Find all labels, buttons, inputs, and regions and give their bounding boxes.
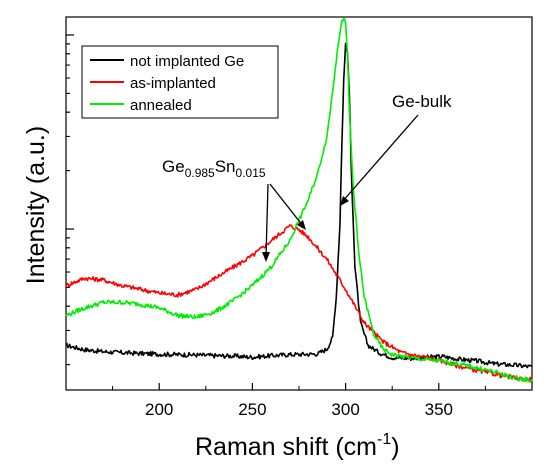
series-layer [65,17,533,383]
annotation-gesn-arrow-1 [265,183,269,258]
x-tick-label: 200 [145,400,173,419]
legend-label-as-implanted: as-implanted [130,75,216,92]
annotation-gesn-arrowhead-1 [262,252,270,262]
annotation-gesn-arrowhead-2 [297,220,306,230]
x-tick-labels: 200 250 300 350 [145,400,453,419]
x-tick-label: 300 [331,400,359,419]
annotation-gesn: Ge0.985Sn0.015 [162,157,266,180]
x-axis-label: Raman shift (cm-1) [195,431,400,461]
legend: not implanted Ge as-implanted annealed [81,45,279,119]
axis-ticks [66,34,486,390]
annotation-ge-bulk: Ge-bulk [392,92,452,111]
legend-label-annealed: annealed [130,97,192,114]
y-axis-label: Intensity (a.u.) [22,126,50,284]
series-line-annealed [65,17,533,383]
annotation-ge-bulk-arrow [341,114,419,203]
series-line-not-implanted-ge [65,42,533,369]
legend-label-not-implanted: not implanted Ge [130,53,244,70]
annotation-gesn-arrow-2 [269,183,304,227]
annotation-ge-bulk-arrowhead [340,196,349,206]
x-tick-label: 250 [238,400,266,419]
x-tick-label: 350 [425,400,453,419]
